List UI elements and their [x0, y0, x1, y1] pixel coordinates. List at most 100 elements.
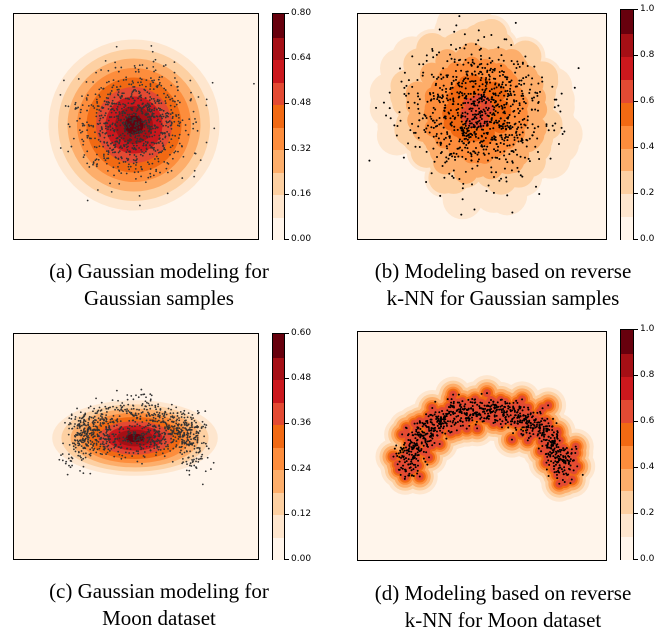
- sample-point: [253, 82, 255, 85]
- sample-point: [468, 120, 471, 123]
- sample-point: [117, 91, 120, 94]
- sample-point: [75, 107, 78, 110]
- sample-point: [417, 136, 420, 139]
- sample-point: [125, 143, 127, 146]
- sample-point: [533, 127, 536, 130]
- sample-point: [509, 127, 512, 130]
- sample-point: [92, 163, 94, 166]
- sample-point: [82, 439, 85, 441]
- sample-point: [86, 129, 89, 132]
- sample-point: [99, 134, 102, 137]
- sample-point: [483, 90, 486, 93]
- sample-point: [163, 416, 166, 419]
- sample-point: [525, 76, 528, 79]
- sample-point: [134, 136, 137, 139]
- sample-point: [110, 90, 113, 92]
- sample-point: [488, 78, 491, 81]
- sample-point: [532, 96, 535, 99]
- sample-point: [189, 443, 192, 445]
- sample-point: [470, 110, 473, 113]
- sample-point: [436, 98, 439, 101]
- sample-point: [510, 79, 513, 82]
- sample-point: [134, 412, 137, 415]
- sample-point: [497, 46, 500, 49]
- sample-point: [457, 103, 460, 106]
- sample-point: [86, 162, 89, 165]
- sample-point: [154, 436, 156, 439]
- sample-point: [118, 409, 121, 412]
- sample-point: [90, 124, 93, 127]
- sample-point: [486, 108, 489, 111]
- sample-point: [418, 112, 421, 115]
- sample-point: [80, 459, 83, 461]
- sample-point: [479, 116, 482, 119]
- sample-point: [120, 172, 123, 175]
- sample-point: [131, 425, 133, 428]
- sample-point: [99, 140, 102, 143]
- sample-point: [181, 453, 184, 456]
- sample-point: [189, 432, 192, 435]
- sample-point: [162, 436, 165, 439]
- sample-point: [177, 150, 179, 153]
- sample-point: [112, 166, 115, 169]
- sample-point: [184, 446, 187, 449]
- sample-point: [175, 427, 178, 430]
- sample-point: [480, 118, 483, 121]
- sample-point: [175, 103, 178, 106]
- sample-point: [485, 82, 488, 85]
- sample-point: [65, 460, 68, 463]
- sample-point: [163, 146, 166, 149]
- sample-point: [511, 126, 514, 129]
- sample-point: [446, 131, 449, 134]
- sample-point: [185, 469, 188, 472]
- sample-point: [484, 78, 487, 81]
- sample-point: [124, 140, 126, 143]
- sample-point: [143, 123, 146, 126]
- sample-point: [407, 101, 410, 104]
- sample-point: [423, 129, 426, 132]
- sample-point: [137, 68, 140, 71]
- sample-point: [526, 119, 529, 122]
- sample-point: [182, 155, 185, 158]
- sample-point: [480, 94, 483, 97]
- sample-point: [114, 444, 117, 447]
- sample-point: [109, 124, 111, 127]
- sample-point: [107, 150, 110, 152]
- sample-point: [134, 135, 137, 138]
- sample-point: [159, 414, 161, 417]
- sample-point: [173, 100, 176, 103]
- sample-point: [161, 432, 164, 435]
- sample-point: [128, 98, 131, 101]
- sample-point: [197, 451, 200, 454]
- sample-point: [507, 126, 510, 129]
- sample-point: [530, 108, 533, 111]
- sample-point: [171, 420, 174, 423]
- sample-point: [156, 98, 159, 101]
- sample-point: [563, 130, 566, 133]
- sample-point: [116, 88, 119, 91]
- sample-point: [484, 137, 487, 140]
- sample-point: [180, 430, 183, 433]
- sample-point: [121, 402, 124, 404]
- sample-point: [123, 103, 126, 106]
- sample-point: [493, 135, 496, 138]
- sample-point: [158, 412, 161, 414]
- sample-point: [486, 122, 489, 125]
- sample-point: [87, 104, 90, 107]
- sample-point: [486, 114, 489, 117]
- sample-point: [439, 96, 442, 99]
- sample-point: [553, 106, 556, 109]
- sample-point: [148, 153, 151, 156]
- colorbar-segment: [273, 334, 284, 358]
- sample-point: [137, 450, 140, 453]
- colorbar-tickmark: [634, 239, 638, 240]
- sample-point: [109, 182, 111, 185]
- sample-point: [169, 124, 172, 127]
- sample-point: [453, 30, 456, 33]
- colorbar-segment: [273, 469, 284, 493]
- sample-point: [159, 448, 162, 451]
- sample-point: [197, 432, 200, 435]
- sample-point: [196, 436, 199, 439]
- sample-point: [112, 148, 115, 151]
- sample-point: [143, 456, 146, 458]
